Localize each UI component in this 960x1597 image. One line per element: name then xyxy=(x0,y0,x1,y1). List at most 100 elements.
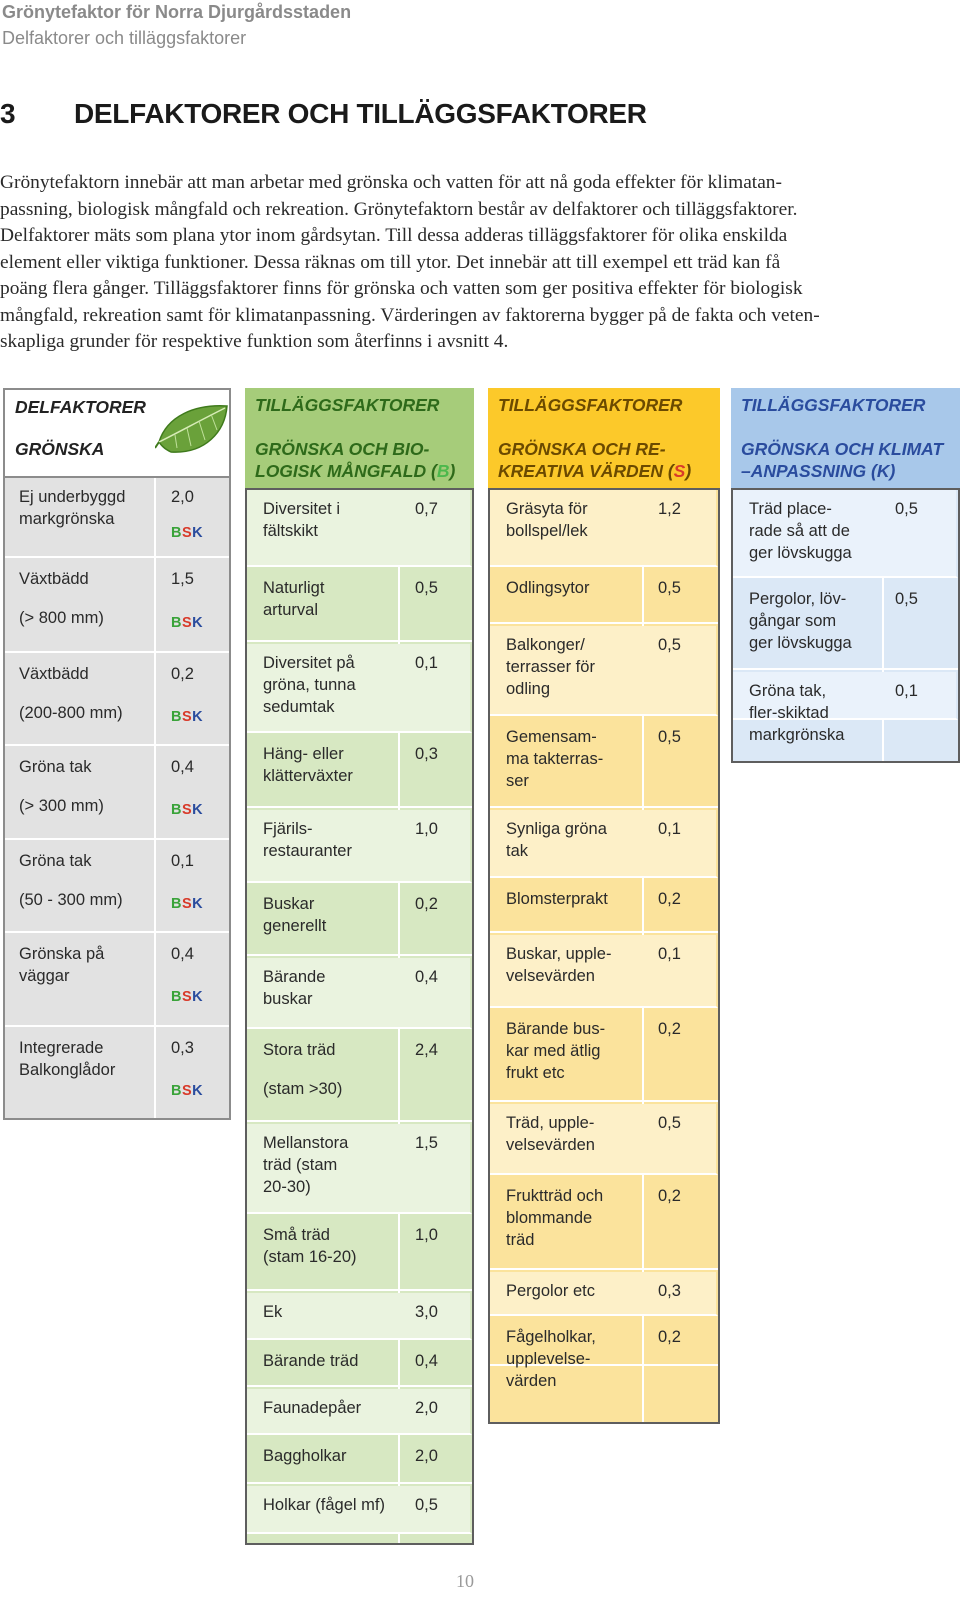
rekreativa-subtitle: GRÖNSKA OCH RE- KREATIVA VÄRDEN (S) xyxy=(498,439,692,481)
biologisk-value: 2,0 xyxy=(415,1399,438,1417)
rekreativa-row: Träd, upple- velsevärden 0,5 xyxy=(490,1104,718,1175)
biologisk-row: Bärande buskar 0,4 xyxy=(247,958,472,1029)
biologisk-label: Faunadepåer xyxy=(263,1399,362,1417)
klimat-value: 0,5 xyxy=(895,500,918,518)
rekreativa-label: Fågelholkar, upplevelse- värden xyxy=(506,1328,596,1390)
delfaktorer-header: DELFAKTORER GRÖNSKA xyxy=(3,388,231,478)
biologisk-row: Diversitet på gröna, tunna sedumtak 0,1 xyxy=(247,644,472,733)
rekreativa-row: Fågelholkar, upplevelse- värden 0,2 xyxy=(490,1318,718,1390)
bsk-badge: BSK xyxy=(171,525,204,541)
intro-line: Grönytefaktorn innebär att man arbetar m… xyxy=(0,172,782,193)
rekreativa-value: 0,5 xyxy=(658,579,681,597)
delfaktorer-subtitle: GRÖNSKA xyxy=(15,439,105,459)
rekreativa-row: Buskar, upple- velsevärden 0,1 xyxy=(490,935,718,1008)
biologisk-label: Diversitet på gröna, tunna sedumtak xyxy=(263,654,356,716)
klimat-title: TILLÄGGSFAKTORER xyxy=(741,395,926,415)
klimat-label: Gröna tak, fler-skiktad markgrönska xyxy=(749,682,845,744)
delfaktor-row: Växtbädd (> 800 mm) 1,5 BSK xyxy=(5,560,229,653)
rekreativa-row: Balkonger/ terrasser för odling 0,5 xyxy=(490,626,718,716)
rekreativa-label: Buskar, upple- velsevärden xyxy=(506,945,612,985)
biologisk-row: Fjärils- restauranter 1,0 xyxy=(247,810,472,883)
biologisk-label: Naturligt arturval xyxy=(263,579,325,619)
biologisk-row: Baggholkar 2,0 xyxy=(247,1437,472,1484)
delfaktor-row: Grönska på väggar 0,4 BSK xyxy=(5,935,229,1027)
klimat-letter: K xyxy=(876,461,890,481)
klimat-row: Träd place- rade så att de ger lövskugga… xyxy=(733,490,958,578)
delfaktor-value: 2,0 xyxy=(171,488,194,506)
intro-line: mångfald, rekreation samt för klimatanpa… xyxy=(0,304,820,326)
klimat-row: Gröna tak, fler-skiktad markgrönska 0,1 xyxy=(733,672,958,744)
biologisk-row: Faunadepåer 2,0 xyxy=(247,1389,472,1435)
delfaktor-label: Integrerade Balkonglådor xyxy=(19,1039,116,1079)
biologisk-value: 2,4 xyxy=(415,1041,438,1059)
delfaktor-label: Grönska på väggar xyxy=(19,945,105,985)
delfaktor-row: Gröna tak (50 - 300 mm) 0,1 BSK xyxy=(5,842,229,933)
biologisk-row: Bärande träd 0,4 xyxy=(247,1342,472,1387)
delfaktor-label-sub: (> 800 mm) xyxy=(19,609,104,627)
delfaktor-row: Gröna tak (> 300 mm) 0,4 BSK xyxy=(5,748,229,840)
rekreativa-label: Synliga gröna tak xyxy=(506,820,607,860)
biologisk-header: TILLÄGGSFAKTORER GRÖNSKA OCH BIO- LOGISK… xyxy=(245,388,474,488)
rekreativa-row: Pergolor etc 0,3 xyxy=(490,1272,718,1316)
biologisk-label: Mellanstora träd (stam 20-30) xyxy=(263,1134,349,1196)
biologisk-label: Baggholkar xyxy=(263,1447,347,1465)
biologisk-row: Mellanstora träd (stam 20-30) 1,5 xyxy=(247,1124,472,1214)
klimat-header: TILLÄGGSFAKTORER GRÖNSKA OCH KLIMAT –ANP… xyxy=(731,388,960,488)
bsk-badge: BSK xyxy=(171,709,204,725)
rekreativa-row: Odlingsytor 0,5 xyxy=(490,569,718,624)
bsk-badge: BSK xyxy=(171,989,204,1005)
rekreativa-value: 0,2 xyxy=(658,1020,681,1038)
rekreativa-label: Odlingsytor xyxy=(506,579,590,597)
intro-line: skapliga grunder för respektive funktion… xyxy=(0,331,509,352)
rekreativa-value: 0,5 xyxy=(658,728,681,746)
biologisk-label: Häng- eller klätterväxter xyxy=(263,745,353,785)
rekreativa-label: Blomsterprakt xyxy=(506,890,608,908)
biologisk-value: 0,1 xyxy=(415,654,438,672)
biologisk-value: 0,5 xyxy=(415,1496,438,1514)
biologisk-row: Naturligt arturval 0,5 xyxy=(247,569,472,642)
delfaktor-value: 0,2 xyxy=(171,665,194,683)
biologisk-label-sub: (stam >30) xyxy=(263,1080,343,1098)
delfaktorer-body xyxy=(3,476,231,1120)
biologisk-value: 2,0 xyxy=(415,1447,438,1465)
rekreativa-label: Pergolor etc xyxy=(506,1282,595,1300)
intro-line: poäng flera gånger. Tilläggsfaktorer fin… xyxy=(0,278,803,299)
rekreativa-label: Balkonger/ terrasser för odling xyxy=(506,636,595,698)
rekreativa-value: 0,2 xyxy=(658,1187,681,1205)
delfaktor-label: Gröna tak xyxy=(19,852,92,870)
rekreativa-row: Gräsyta för bollspel/lek 1,2 xyxy=(490,490,718,567)
rekreativa-value: 0,3 xyxy=(658,1282,681,1300)
rekreativa-label: Gräsyta för bollspel/lek xyxy=(506,500,588,540)
intro-line: passning, biologisk mångfald och rekreat… xyxy=(0,198,798,220)
biologisk-value: 0,7 xyxy=(415,500,438,518)
delfaktor-row: Ej underbyggd markgrönska 2,0 BSK xyxy=(5,478,229,558)
intro-line: element eller viktiga funktioner. Dessa … xyxy=(0,251,781,273)
intro-line: Delfaktorer mäts som plana ytor inom går… xyxy=(0,225,788,246)
page-number: 10 xyxy=(456,1571,474,1591)
biologisk-value: 0,4 xyxy=(415,968,438,986)
biologisk-value: 0,5 xyxy=(415,579,438,597)
biologisk-value: 0,4 xyxy=(415,1352,438,1370)
delfaktor-value: 0,1 xyxy=(171,852,194,870)
biologisk-label: Ek xyxy=(263,1303,283,1321)
biologisk-row: Ek 3,0 xyxy=(247,1293,472,1340)
delfaktor-label-sub: (200-800 mm) xyxy=(19,704,123,722)
delfaktor-label-sub: (50 - 300 mm) xyxy=(19,891,123,909)
biologisk-subtitle: GRÖNSKA OCH BIO- LOGISK MÅNGFALD (B) xyxy=(255,439,456,481)
biologisk-value: 0,3 xyxy=(415,745,438,763)
delfaktor-label: Växtbädd xyxy=(19,570,89,588)
klimat-value: 0,1 xyxy=(895,682,918,700)
biologisk-value: 1,0 xyxy=(415,1226,438,1244)
biologisk-row: Diversitet i fältskikt 0,7 xyxy=(247,490,472,567)
klimat-row: Pergolor, löv- gångar som ger lövskugga 0… xyxy=(733,580,958,670)
rekreativa-row: Gemensam- ma takterras- ser 0,5 xyxy=(490,718,718,808)
biologisk-letter: B xyxy=(436,461,450,481)
delfaktorer-title: DELFAKTORER xyxy=(15,397,146,417)
rekreativa-row: Fruktträd och blommande träd 0,2 xyxy=(490,1177,718,1270)
biologisk-row: Häng- eller klätterväxter 0,3 xyxy=(247,735,472,808)
delfaktor-label: Växtbädd xyxy=(19,665,89,683)
bsk-badge: BSK xyxy=(171,615,204,631)
biologisk-label: Diversitet i fältskikt xyxy=(263,500,341,540)
biologisk-row: Holkar (fågel mf) 0,5 xyxy=(247,1486,472,1534)
delfaktor-label: Gröna tak xyxy=(19,758,92,776)
